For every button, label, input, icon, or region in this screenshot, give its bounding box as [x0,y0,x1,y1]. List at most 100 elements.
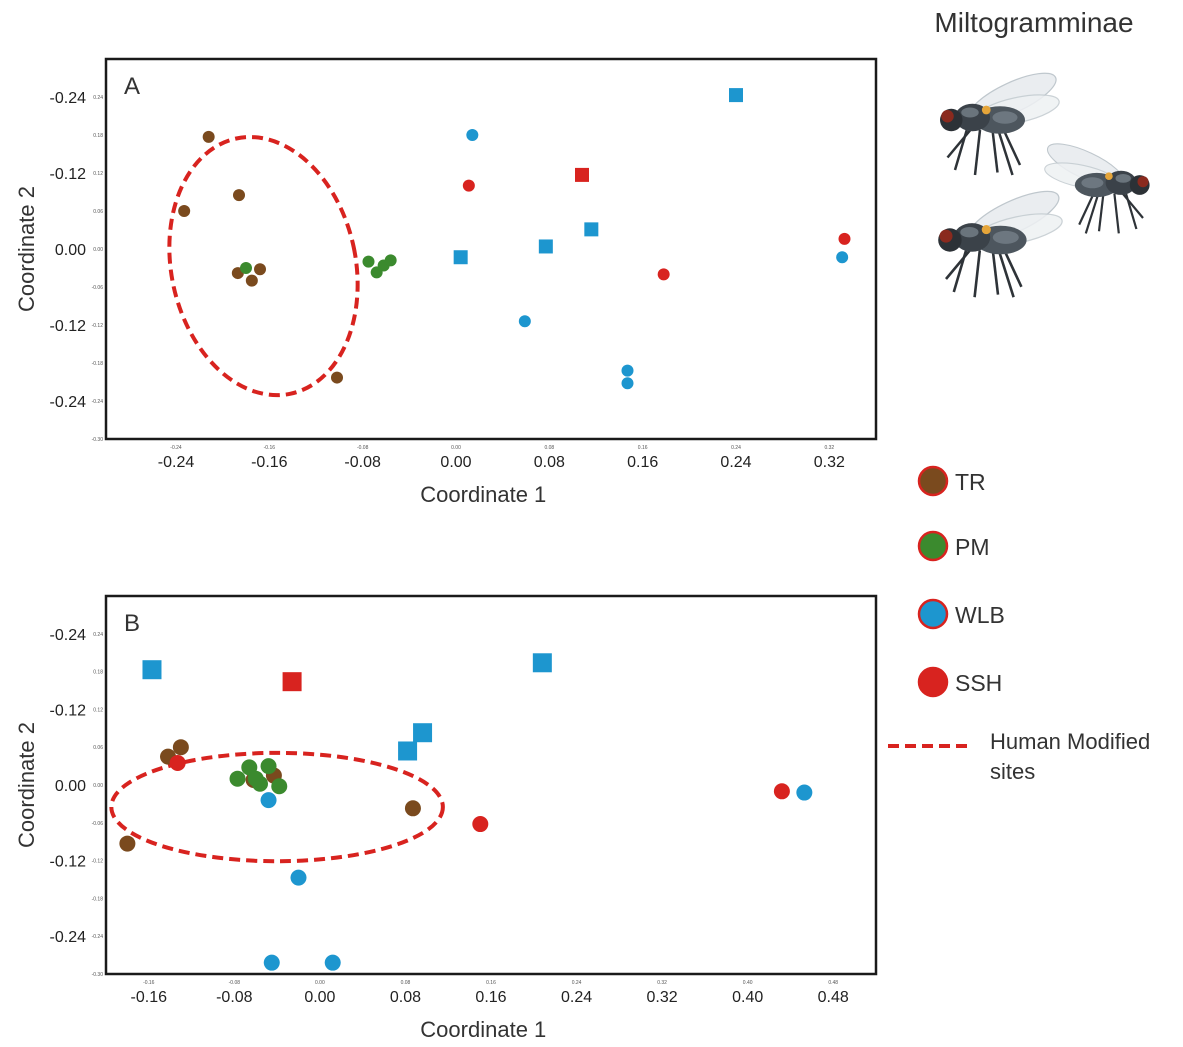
data-point-wlb [621,364,634,377]
y-minor-tick-label: -0.18 [92,896,104,902]
y-minor-tick-label: 0.12 [93,171,103,177]
y-minor-tick-label: -0.06 [92,821,104,827]
legend-marker [917,666,949,698]
x-minor-tick-label: 0.24 [731,445,741,451]
x-minor-tick-label: 0.32 [657,980,667,986]
figure-title: Miltogramminae [934,7,1133,38]
x-tick-label: -0.16 [251,454,288,471]
x-tick-label: 0.32 [647,989,678,1006]
x-minor-tick-label: -0.24 [170,445,182,451]
legend-marker [917,530,949,562]
data-point-pm [384,254,397,267]
plot-frame [104,57,878,441]
x-tick-label: 0.16 [475,989,506,1006]
x-tick-label: 0.40 [732,989,763,1006]
data-point-wlb [796,784,813,801]
legend-label: TR [955,469,986,495]
x-tick-label: -0.24 [158,454,195,471]
x-minor-tick-label: 0.00 [315,980,325,986]
panel-b-chart: B -0.16 -0.08 0.00 0.08 0.16 0.24 0.32 0.40 0.48 -… [14,594,878,1042]
y-minor-tick-label: -0.12 [92,859,104,865]
legend: TR PM WLB SSH Human Modified sites [888,465,1150,784]
data-point-wlb [263,954,280,971]
data-point-ssh [462,179,475,192]
panel-label: A [124,73,140,100]
data-point-ssh [773,783,790,800]
y-axis-title: Coordinate 2 [14,186,39,312]
data-point-square-ssh [282,672,302,692]
y-tick-label: -0.24 [50,90,87,107]
y-minor-tick-label: -0.18 [92,361,104,367]
x-minor-tick-label: 0.32 [824,445,834,451]
data-point-wlb [836,251,849,264]
data-point-pm [260,758,277,775]
x-tick-label: -0.08 [216,989,253,1006]
data-point-ssh [838,232,851,245]
data-point-tr [172,739,189,756]
y-minor-tick-label: 0.18 [93,670,103,676]
x-minor-tick-label: 0.08 [544,445,554,451]
data-point-wlb [518,315,531,328]
x-tick-label: -0.08 [344,454,381,471]
legend-label: SSH [955,670,1002,696]
x-tick-label: 0.24 [720,454,751,471]
legend-label: sites [990,759,1035,784]
data-point-square-ssh [575,167,589,182]
x-minor-tick-label: 0.24 [572,980,582,986]
x-tick-label: 0.32 [814,454,845,471]
data-point-ssh [169,754,186,771]
data-point-tr [202,130,215,143]
y-minor-tick-label: -0.30 [92,437,104,443]
y-minor-tick-label: 0.24 [93,95,103,101]
x-tick-label: 0.00 [304,989,335,1006]
y-minor-tick-label: -0.24 [92,399,104,405]
data-point-wlb [621,377,634,390]
x-tick-label: 0.08 [390,989,421,1006]
panel-label: B [124,610,140,637]
data-point-square-wlb [729,88,743,103]
x-tick-label: 0.24 [561,989,592,1006]
data-point-wlb [290,869,307,886]
y-minor-tick-label: 0.12 [93,707,103,713]
y-minor-tick-label: 0.00 [93,783,103,789]
y-tick-label: -0.12 [50,318,87,335]
legend-item-wlb: WLB [917,598,1005,630]
y-tick-label: 0.00 [55,242,86,259]
y-minor-tick-label: 0.06 [93,745,103,751]
data-point-tr [178,205,191,217]
y-minor-tick-label: -0.12 [92,323,104,329]
x-tick-label: 0.48 [818,989,849,1006]
data-point-tr [245,274,258,287]
y-tick-label: -0.12 [50,166,87,183]
data-point-pm [240,262,252,274]
x-minor-tick-label: -0.16 [143,980,155,986]
y-minor-tick-label: 0.00 [93,247,103,253]
x-tick-label: 0.16 [627,454,658,471]
x-minor-tick-label: 0.40 [743,980,753,986]
x-minor-tick-label: -0.08 [357,445,369,451]
data-point-ssh [472,816,489,833]
x-minor-tick-label: -0.08 [229,980,241,986]
human-modified-ellipse [167,135,360,398]
y-tick-label: -0.24 [50,394,87,411]
data-point-wlb [260,792,277,809]
data-point-tr [233,189,245,202]
data-point-tr [404,800,421,817]
data-point-tr [254,263,266,276]
y-minor-tick-label: -0.30 [92,972,104,978]
data-point-square-wlb [532,653,552,673]
legend-item-ssh: SSH [917,666,1002,698]
legend-marker [917,465,949,497]
data-point-pm [271,778,288,795]
y-minor-tick-label: -0.24 [92,934,104,940]
y-tick-label: -0.12 [50,854,87,871]
y-tick-label: 0.00 [55,778,86,795]
x-axis-title: Coordinate 1 [420,482,546,507]
data-point-square-wlb [398,741,418,761]
plot-frame [104,594,878,976]
data-point-pm [362,255,375,268]
x-tick-label: 0.00 [440,454,471,471]
x-minor-tick-label: -0.16 [264,445,276,451]
x-minor-tick-label: 0.00 [451,445,461,451]
